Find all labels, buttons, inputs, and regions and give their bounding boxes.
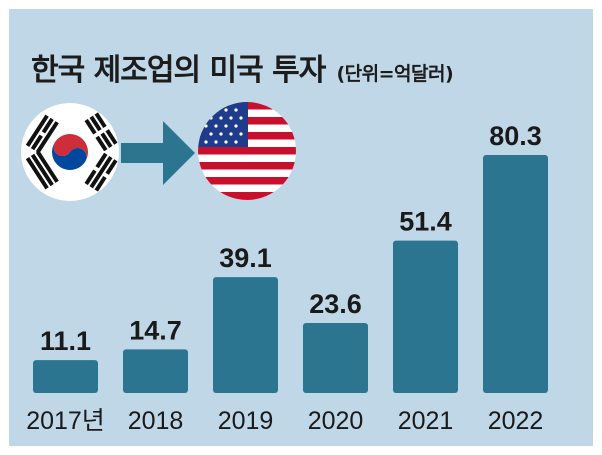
bar-3	[303, 323, 368, 393]
category-label-2: 2019	[218, 407, 274, 435]
value-label-4: 51.4	[399, 207, 452, 237]
bar-0	[33, 360, 98, 393]
value-label-2: 39.1	[219, 243, 272, 273]
unit-note: (단위=억달러)	[336, 63, 454, 85]
bar-2	[213, 277, 278, 393]
category-label-5: 2022	[488, 407, 544, 435]
bar-5	[483, 155, 548, 393]
arrow-right-icon	[121, 121, 195, 185]
chart-title: 한국 제조업의 미국 투자 (단위=억달러)	[31, 45, 454, 89]
title-text: 한국 제조업의 미국 투자	[31, 53, 326, 88]
value-label-0: 11.1	[40, 326, 91, 356]
category-label-0: 2017년	[26, 407, 105, 435]
category-label-4: 2021	[398, 407, 454, 435]
bar-chart: 11.1 14.7 39.1 23.6 51.4 80.3 2017년 2018 2019 20…	[21, 102, 548, 435]
value-label-1: 14.7	[129, 315, 182, 345]
category-label-3: 2020	[308, 407, 364, 435]
usa-flag-icon	[198, 102, 296, 200]
chart-panel: 한국 제조업의 미국 투자 (단위=억달러)	[9, 9, 593, 446]
bar-1	[123, 349, 188, 393]
value-label-5: 80.3	[489, 121, 542, 151]
category-label-1: 2018	[128, 407, 184, 435]
south-korea-flag-icon	[21, 103, 119, 201]
value-label-3: 23.6	[309, 289, 362, 319]
bar-4	[393, 240, 458, 393]
